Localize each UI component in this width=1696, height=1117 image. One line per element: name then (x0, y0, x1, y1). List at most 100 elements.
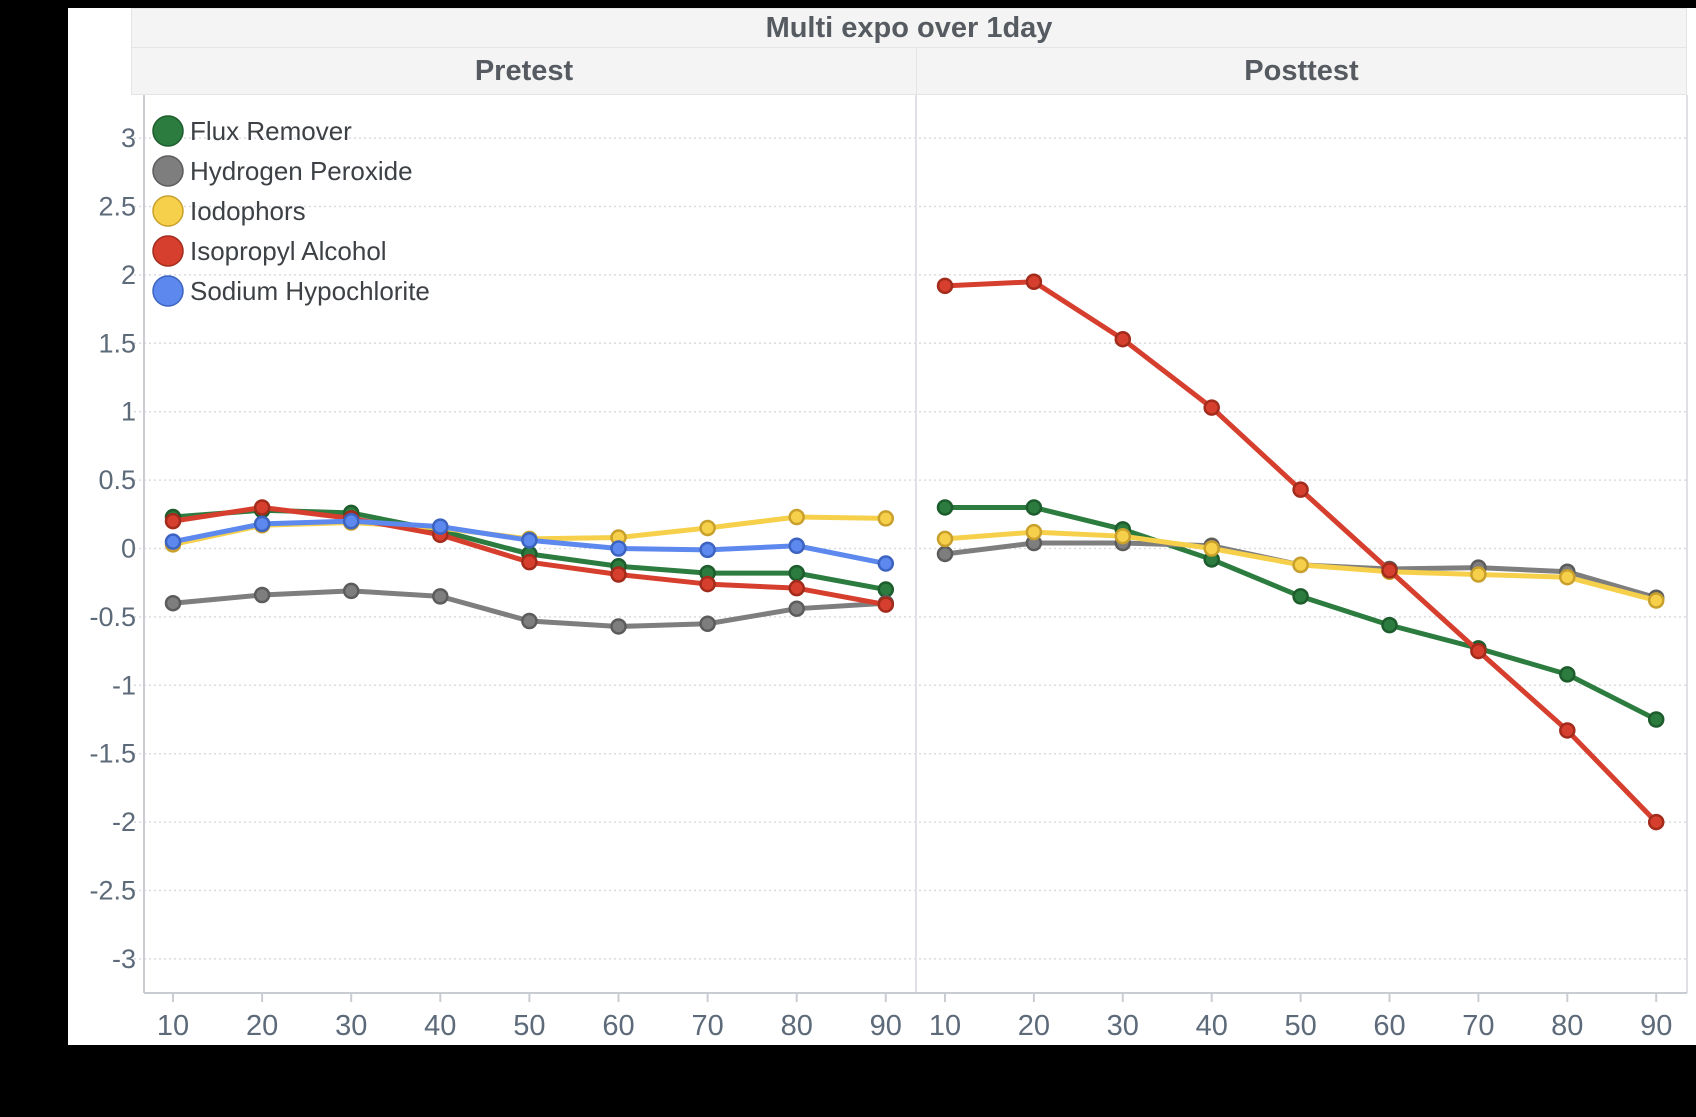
data-point (1559, 568, 1576, 586)
legend-item-isopropyl-alcohol[interactable]: Isopropyl Alcohol (152, 235, 387, 267)
x-tick-label: 60 (602, 1010, 634, 1042)
data-point (1025, 523, 1043, 541)
legend-label: Hydrogen Peroxide (190, 156, 413, 186)
y-tick-label: -3 (112, 944, 136, 974)
facet-label-posttest: Posttest (916, 48, 1687, 95)
x-tick-label: 70 (1462, 1010, 1494, 1042)
legend-swatch-icon (152, 155, 184, 187)
data-point (936, 277, 954, 295)
data-point (342, 512, 360, 530)
x-tick-label: 80 (1551, 1010, 1583, 1042)
data-point (936, 530, 954, 548)
data-point (1470, 566, 1487, 583)
x-tick-label: 10 (157, 1010, 189, 1042)
data-point (788, 564, 805, 582)
data-point (164, 594, 182, 612)
legend-label: Flux Remover (190, 116, 352, 146)
data-point (1025, 273, 1043, 290)
data-point (1292, 481, 1309, 498)
data-point (1381, 616, 1398, 634)
x-tick-label: 40 (1196, 1010, 1228, 1042)
data-point (877, 596, 895, 613)
x-tick-label: 30 (335, 1010, 367, 1042)
data-point (1025, 499, 1043, 516)
data-point (699, 575, 716, 593)
series-line-isopropyl-alcohol (942, 279, 1659, 825)
data-point (342, 582, 360, 600)
data-point (936, 545, 954, 563)
data-point (1292, 556, 1309, 574)
y-tick-label: -0.5 (89, 602, 136, 632)
y-tick-label: 2 (121, 260, 136, 290)
series-line-flux-remover (942, 504, 1659, 722)
data-point (1647, 592, 1665, 609)
x-tick-label: 20 (246, 1010, 278, 1042)
data-point (788, 537, 805, 555)
x-tick-label: 50 (513, 1010, 545, 1042)
y-tick-label: 1.5 (98, 328, 136, 358)
plot-area: 3 2.5 2 1.5 1 0.5 0 -0.5 -1 -1.5 -2 -2.5 -3 10 20 30 40 5… (89, 95, 1688, 1042)
x-tick-label: 40 (424, 1010, 456, 1042)
legend-item-flux-remover[interactable]: Flux Remover (152, 115, 352, 147)
x-tick-label: 10 (929, 1010, 961, 1042)
data-point (1381, 562, 1398, 579)
x-tick-label: 70 (691, 1010, 723, 1042)
data-point (936, 499, 954, 516)
data-point (877, 555, 895, 572)
legend-label: Iodophors (190, 196, 306, 226)
data-point (610, 618, 627, 635)
facet-header-row: Pretest Posttest (131, 48, 1687, 95)
data-point (432, 518, 449, 535)
x-tick-label: 60 (1373, 1010, 1405, 1042)
y-tick-label: -1 (112, 670, 136, 700)
x-tick-label: 50 (1284, 1010, 1316, 1042)
data-point (1292, 588, 1309, 605)
data-point (1114, 330, 1132, 348)
legend-item-iodophors[interactable]: Iodophors (152, 195, 306, 227)
data-point (788, 508, 805, 526)
facet-label-pretest: Pretest (131, 48, 916, 95)
data-point (253, 515, 271, 533)
data-point (610, 540, 627, 557)
data-point (1203, 540, 1220, 557)
data-point (699, 615, 716, 632)
legend-label: Sodium Hypochlorite (190, 276, 430, 306)
data-point (699, 519, 716, 537)
data-point (1647, 711, 1665, 728)
data-point (788, 579, 805, 597)
data-point (521, 553, 538, 571)
x-tick-label: 80 (781, 1010, 813, 1042)
legend-swatch-icon (152, 235, 184, 267)
legend-item-hydrogen-peroxide[interactable]: Hydrogen Peroxide (152, 155, 413, 187)
x-tick-label: 30 (1107, 1010, 1139, 1042)
data-point (1559, 722, 1576, 739)
chart-card: Multi expo over 1day Pretest Posttest 3 2… (68, 8, 1696, 1045)
data-point (610, 566, 627, 583)
data-point (1559, 666, 1576, 683)
y-tick-label: 2.5 (98, 192, 136, 222)
legend-swatch-icon (152, 115, 184, 147)
data-point (521, 612, 538, 630)
y-tick-label: 3 (121, 123, 136, 153)
x-tick-label: 90 (1640, 1010, 1672, 1042)
data-point (521, 532, 538, 549)
data-point (253, 499, 271, 516)
data-point (877, 510, 895, 527)
y-tick-label: 1 (121, 397, 136, 427)
data-point (877, 581, 895, 598)
chart-title: Multi expo over 1day (131, 8, 1687, 48)
data-point (699, 541, 716, 559)
data-point (253, 586, 271, 604)
y-tick-label: -2 (112, 807, 136, 837)
y-tick-label: -1.5 (89, 739, 136, 769)
data-point (1203, 399, 1220, 416)
data-point (1114, 527, 1132, 545)
legend-label: Isopropyl Alcohol (190, 236, 387, 266)
data-point (1470, 642, 1487, 660)
data-point (164, 533, 182, 550)
x-tick-label: 90 (870, 1010, 902, 1042)
legend-item-sodium-hypochlorite[interactable]: Sodium Hypochlorite (152, 275, 430, 307)
data-point (1647, 813, 1665, 831)
legend-swatch-icon (152, 275, 184, 307)
